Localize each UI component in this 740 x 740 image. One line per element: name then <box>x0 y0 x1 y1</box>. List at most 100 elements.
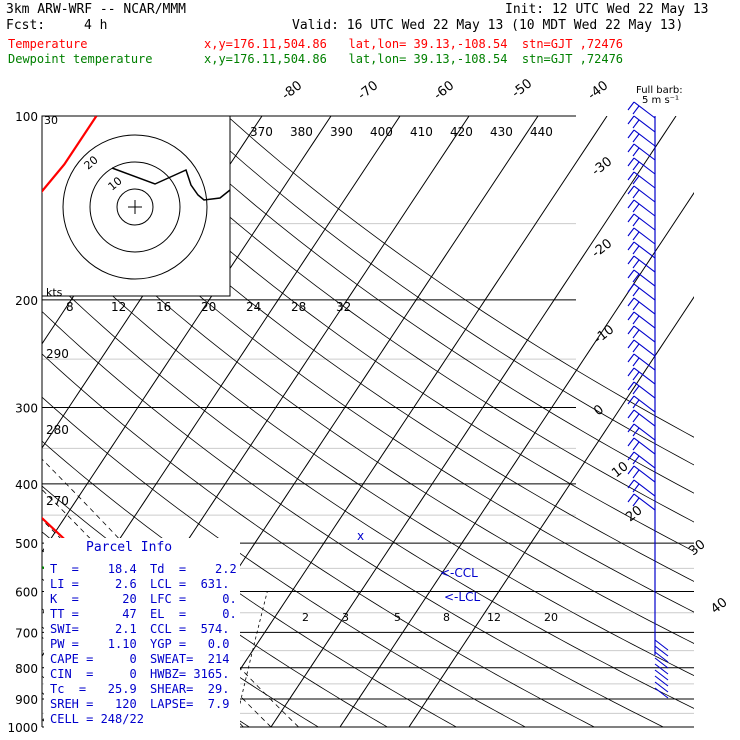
theta-label: 400 <box>370 125 393 139</box>
parcel-row: K = 20 LFC = 0. <box>50 592 237 606</box>
wind-barb <box>627 241 656 259</box>
dry-adiabat <box>42 310 664 727</box>
dry-adiabat <box>42 353 595 727</box>
parcel-annotation: x <box>357 529 364 543</box>
pressure-tick-label: 200 <box>15 294 38 308</box>
init-time: Init: 12 UTC Wed 22 May 13 <box>505 2 709 17</box>
parcel-info-title: Parcel Info <box>86 540 173 555</box>
isotherm-line <box>408 296 694 727</box>
fcst-label: Fcst: <box>6 18 46 33</box>
mixing-ratio-label: 5 <box>394 611 401 624</box>
theta-label-side: 270 <box>46 494 69 508</box>
wind-barb <box>654 675 669 687</box>
fcst-value: 4 h <box>84 18 108 33</box>
model-title: 3km ARW-WRF -- NCAR/MMM <box>6 2 187 17</box>
pressure-tick-label: 300 <box>15 402 38 416</box>
wind-barb <box>627 129 656 147</box>
wind-barb <box>627 311 656 329</box>
pressure-tick-label: 400 <box>15 478 38 492</box>
barb-key-line2: 5 m s⁻¹ <box>642 95 679 106</box>
hodograph-speed-label: 32 <box>336 300 351 314</box>
pressure-tick-label: 900 <box>15 693 38 707</box>
parcel-row: T = 18.4 Td = 2.2 <box>50 562 237 576</box>
parcel-field: CCL = 574. <box>150 622 230 636</box>
wind-barb <box>654 663 669 675</box>
dry-adiabat <box>42 396 526 727</box>
wind-barb <box>627 255 656 273</box>
parcel-row: CAPE = 0 SWEAT= 214 <box>50 652 229 666</box>
parcel-field: LCL = 631. <box>150 577 230 591</box>
parcel-field: Tc = 25.9 <box>50 682 137 696</box>
wind-barb <box>627 171 656 189</box>
dry-adiabat <box>42 269 694 709</box>
wind-barb <box>627 185 656 203</box>
mixing-ratio-label: 2 <box>302 611 309 624</box>
theta-label: 430 <box>490 125 513 139</box>
parcel-row: LI = 2.6 LCL = 631. <box>50 577 229 591</box>
parcel-field: K = 20 <box>50 592 137 606</box>
hodograph-ring <box>116 188 154 226</box>
parcel-field: LFC = 0. <box>150 592 237 606</box>
wind-barbs <box>627 101 669 699</box>
dry-adiabat <box>84 116 694 552</box>
parcel-row: CELL = 248/22 <box>50 712 144 726</box>
isotherm-line <box>201 116 608 727</box>
isotherm-label: 30 <box>686 537 708 559</box>
isotherm-label: -20 <box>589 236 615 261</box>
pressure-tick-label: 600 <box>15 585 38 599</box>
wind-barb <box>654 651 669 663</box>
wind-barb <box>627 409 656 427</box>
pressure-tick-label: 1000 <box>7 721 38 735</box>
parcel-field: CELL = 248/22 <box>50 712 144 726</box>
parcel-field: CIN = 0 <box>50 667 137 681</box>
hodograph-speed-label: 16 <box>156 300 171 314</box>
parcel-field: LI = 2.6 <box>50 577 137 591</box>
parcel-field: SHEAR= 29. <box>150 682 230 696</box>
theta-label-side: 290 <box>46 347 69 361</box>
wind-barb <box>654 645 669 657</box>
hodograph-trace <box>111 167 231 201</box>
isotherm-label: -50 <box>509 76 535 101</box>
pressure-tick-label: 500 <box>15 537 38 551</box>
hodograph-speed-label: 8 <box>66 300 74 314</box>
parcel-row: Tc = 25.9 SHEAR= 29. <box>50 682 229 696</box>
parcel-field: Td = 2.2 <box>150 562 237 576</box>
isotherm-line <box>42 116 332 553</box>
wind-barb <box>654 681 669 693</box>
parcel-row: TT = 47 EL = 0. <box>50 607 237 621</box>
wind-barb <box>627 283 656 301</box>
barb-key: Full barb: 5 m s⁻¹ <box>636 86 683 106</box>
wind-barb <box>627 479 656 497</box>
isotherm-label: -40 <box>585 78 611 103</box>
parcel-field: PW = 1.10 <box>50 637 137 651</box>
parcel-annotation: <-LCL <box>444 590 480 604</box>
isotherm-line <box>339 192 694 727</box>
wind-barb <box>627 213 656 231</box>
wind-barb <box>627 395 656 413</box>
parcel-field: SREH = 120 <box>50 697 137 711</box>
theta-label: 370 <box>250 125 273 139</box>
parcel-info-panel: Parcel Info T = 18.4 Td = 2.2 LI = 2.6 LCL … <box>44 538 240 728</box>
dry-adiabat <box>191 116 694 466</box>
parcel-field: T = 18.4 <box>50 562 137 576</box>
hodograph-speed-label: 20 <box>201 300 216 314</box>
wind-barb <box>627 367 656 385</box>
wind-barb <box>627 115 656 133</box>
parcel-field: SWI= 2.1 <box>50 622 137 636</box>
temperature-info: x,y=176.11,504.86 lat,lon= 39.13,-108.54… <box>204 37 624 51</box>
dry-adiabat <box>226 116 694 438</box>
isotherm-label: -70 <box>355 78 381 103</box>
dry-adiabat <box>155 116 694 494</box>
mixing-ratio-label: 20 <box>544 611 558 624</box>
hodograph-units: kts <box>46 286 63 299</box>
wind-barb <box>627 199 656 217</box>
isotherm-label: 20 <box>623 503 645 525</box>
theta-label: 440 <box>530 125 553 139</box>
parcel-field: LAPSE= 7.9 <box>150 697 230 711</box>
parcel-field: TT = 47 <box>50 607 137 621</box>
theta-label: 410 <box>410 125 433 139</box>
dewpoint-info: x,y=176.11,504.86 lat,lon= 39.13,-108.54… <box>204 52 624 66</box>
isotherm-line <box>42 116 263 449</box>
parcel-row: CIN = 0 HWBZ= 3165. <box>50 667 229 681</box>
